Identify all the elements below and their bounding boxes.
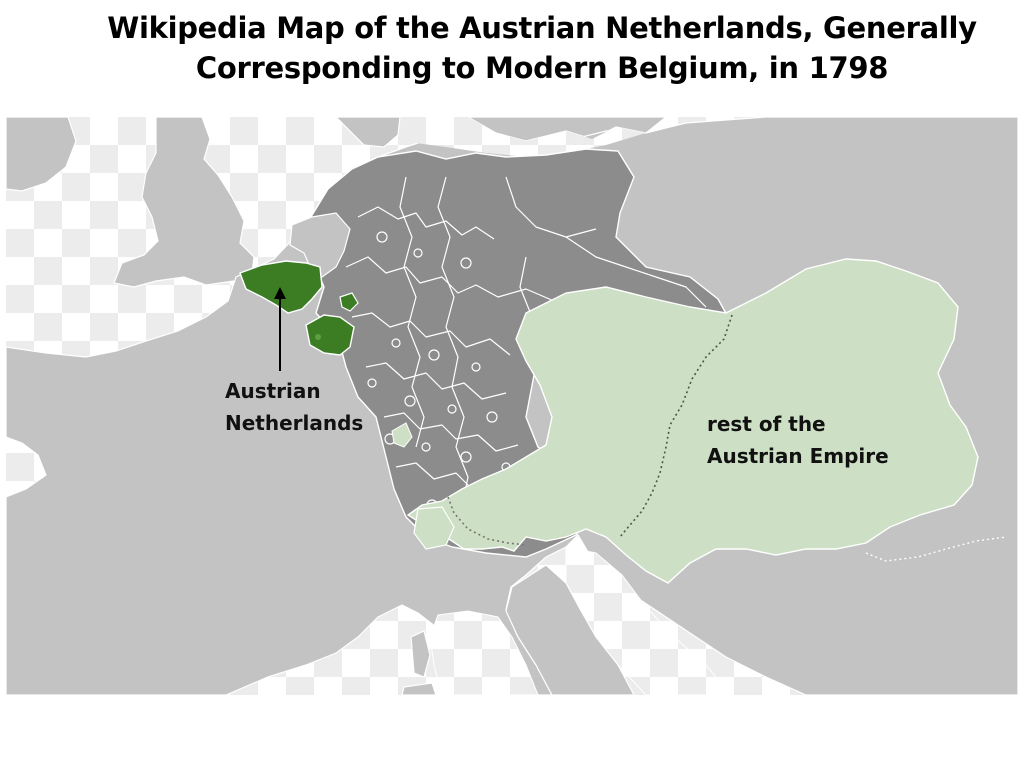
scandinavia [335,117,401,148]
ireland [6,117,77,192]
great-britain [113,117,255,288]
label-austrian-netherlands: Austrian Netherlands [225,375,363,439]
label-austrian-netherlands-line-1: Austrian [225,379,321,403]
corsica [410,630,431,678]
map-svg [6,117,1018,695]
label-austrian-empire: rest of the Austrian Empire [707,408,889,472]
hungary-boundary [619,314,733,538]
austrian-netherlands-enclave [339,292,359,312]
italy-south [505,564,635,695]
label-austrian-netherlands-line-2: Netherlands [225,411,364,435]
tyrrhenian-sea [429,610,539,695]
map-title-line-2: Corresponding to Modern Belgium, in 1798 [195,51,889,85]
dutch-republic [289,212,351,278]
austrian-netherlands-territory [239,260,323,314]
austrian-netherlands-luxembourg [305,314,355,356]
map-area [6,117,1018,695]
austrian-empire-territory [406,258,979,584]
arrow-head-icon [274,287,286,299]
sardinia [401,682,437,695]
map-title-line-1: Wikipedia Map of the Austrian Netherland… [107,11,977,45]
baltic-sea [400,117,646,157]
austrian-lombardy [413,506,455,550]
austrian-forelands [391,422,413,448]
map-title: Wikipedia Map of the Austrian Netherland… [60,8,1024,88]
label-austrian-empire-line-2: Austrian Empire [707,444,889,468]
austrian-netherlands-dot [315,334,321,340]
label-austrian-empire-line-1: rest of the [707,412,826,436]
